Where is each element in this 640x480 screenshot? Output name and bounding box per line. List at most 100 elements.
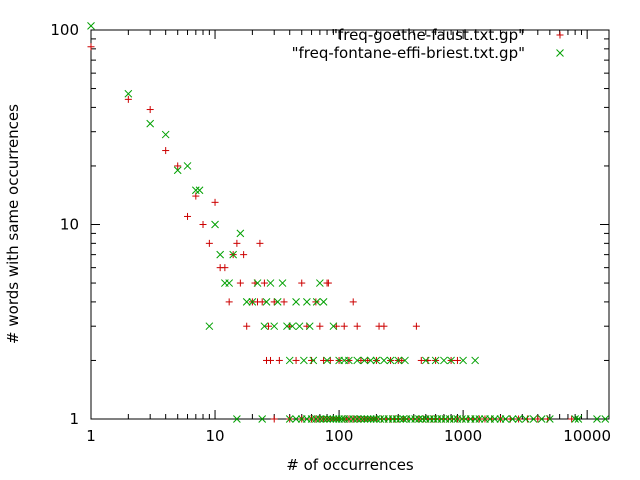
- data-point: [574, 415, 583, 423]
- y-tick-label: 10: [60, 216, 79, 234]
- data-point: [398, 356, 406, 364]
- data-point: [265, 322, 273, 330]
- data-point: [431, 356, 440, 365]
- data-point: [501, 415, 510, 423]
- y-tick-label: 100: [50, 21, 79, 39]
- data-point: [195, 186, 204, 195]
- data-point: [380, 322, 388, 330]
- data-point: [363, 415, 372, 423]
- data-point: [421, 356, 430, 365]
- data-point: [372, 415, 381, 423]
- data-point: [273, 298, 282, 306]
- data-point: [285, 356, 294, 365]
- data-point: [514, 415, 523, 423]
- y-tick-label: 1: [69, 410, 79, 428]
- data-point: [392, 415, 401, 423]
- data-point: [240, 251, 248, 259]
- data-point: [87, 43, 95, 51]
- x-tick-label: 10000: [563, 427, 611, 445]
- data-point: [260, 322, 269, 331]
- data-point: [184, 212, 192, 220]
- data-point: [288, 322, 297, 331]
- data-point: [396, 415, 404, 423]
- data-point: [319, 415, 328, 423]
- data-point: [260, 279, 268, 287]
- legend-markers: [556, 31, 564, 57]
- data-point: [568, 415, 576, 423]
- data-point: [233, 415, 241, 423]
- data-point: [173, 166, 182, 175]
- data-point: [449, 415, 458, 423]
- data-point: [353, 322, 361, 330]
- series-1: [87, 22, 610, 423]
- data-point: [292, 298, 300, 306]
- x-tick-label: 10: [205, 427, 224, 445]
- data-point: [523, 415, 531, 423]
- data-point: [411, 415, 419, 423]
- data-point: [309, 356, 318, 365]
- data-point: [601, 415, 610, 423]
- series-0: [87, 43, 576, 423]
- data-point: [270, 298, 278, 306]
- data-point: [337, 415, 346, 423]
- data-point: [323, 356, 331, 365]
- data-point: [283, 322, 291, 331]
- data-point: [453, 356, 461, 364]
- data-point: [437, 415, 446, 423]
- data-point: [285, 415, 294, 423]
- data-point: [298, 279, 306, 287]
- data-point: [571, 415, 579, 423]
- data-point: [174, 162, 182, 170]
- data-point: [394, 356, 403, 365]
- data-point: [412, 322, 420, 330]
- data-point: [262, 298, 271, 306]
- data-point: [376, 415, 385, 423]
- data-point: [303, 298, 311, 306]
- data-point: [258, 298, 266, 306]
- data-point: [323, 415, 331, 423]
- data-point: [267, 356, 275, 364]
- data-point: [386, 356, 395, 365]
- data-point: [316, 279, 324, 287]
- data-point: [447, 356, 455, 365]
- axis-ticks: 1 10 100 1000 10000 1 10 100: [50, 21, 611, 445]
- data-point: [349, 298, 357, 306]
- data-point: [312, 298, 321, 306]
- data-point: [216, 250, 225, 259]
- data-point: [508, 415, 517, 423]
- data-point: [312, 298, 320, 306]
- data-point: [253, 279, 262, 287]
- data-point: [146, 106, 154, 114]
- data-point: [458, 415, 466, 423]
- legend-label-fontane: "freq-fontane-effi-briest.txt.gp": [292, 44, 525, 62]
- data-point: [205, 239, 213, 247]
- data-point: [415, 415, 423, 423]
- data-point: [236, 279, 244, 287]
- data-point: [319, 298, 328, 306]
- data-point: [440, 356, 448, 365]
- data-point: [266, 279, 275, 287]
- data-point: [329, 322, 338, 331]
- data-point: [521, 415, 530, 423]
- data-point: [124, 89, 133, 98]
- data-point: [295, 322, 304, 331]
- data-point: [221, 264, 229, 272]
- data-point: [199, 221, 207, 228]
- data-point: [534, 415, 542, 423]
- data-point: [360, 415, 369, 423]
- data-point: [537, 415, 546, 423]
- legend-marker-fontane: [556, 49, 564, 57]
- data-point: [191, 186, 200, 195]
- data-point: [225, 279, 234, 287]
- data-point: [229, 250, 238, 259]
- data-point: [305, 322, 314, 331]
- data-point: [236, 229, 245, 238]
- y-axis-label: # words with same occurrences: [4, 104, 22, 344]
- data-point: [475, 415, 484, 423]
- data-marks: [87, 22, 610, 423]
- data-point: [360, 356, 369, 365]
- data-point: [192, 192, 200, 200]
- x-tick-label: 100: [325, 427, 354, 445]
- data-point: [256, 239, 264, 247]
